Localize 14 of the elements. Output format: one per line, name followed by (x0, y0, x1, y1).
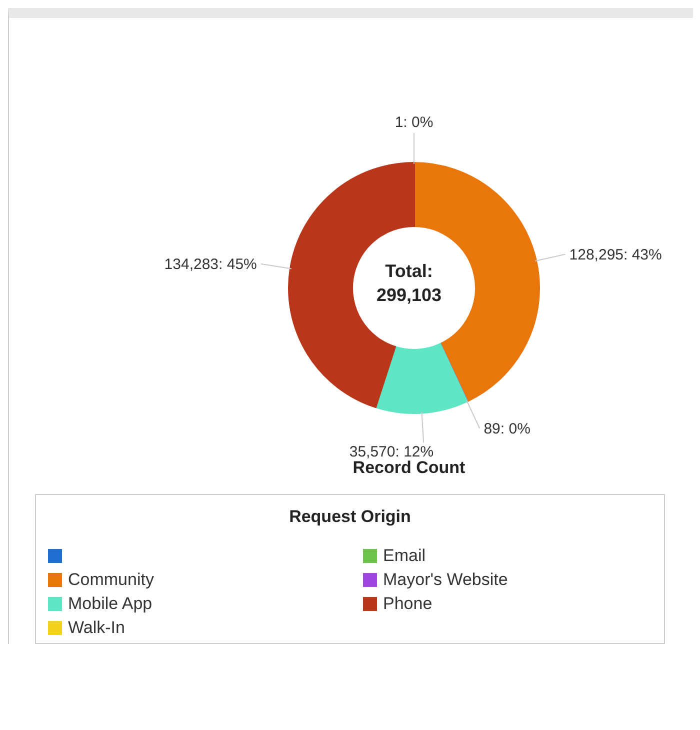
legend-label: Email (383, 546, 426, 566)
legend-title: Request Origin (288, 507, 412, 527)
legend-label: Mayor's Website (383, 570, 508, 590)
data-label: 134,283: 45% (164, 256, 257, 273)
data-label: 35,570: 12% (349, 444, 434, 461)
legend-label: Mobile App (68, 594, 152, 614)
text: Total: 299,103 (376, 261, 442, 305)
legend-label: Walk-In (68, 618, 125, 638)
data-label: 128,295: 43% (569, 246, 662, 264)
text: Record Count (352, 458, 466, 477)
legend-label: Community (68, 570, 154, 590)
data-label: 89: 0% (484, 420, 530, 438)
legend-label: Phone (383, 594, 432, 614)
data-label: 1: 0% (394, 114, 434, 131)
